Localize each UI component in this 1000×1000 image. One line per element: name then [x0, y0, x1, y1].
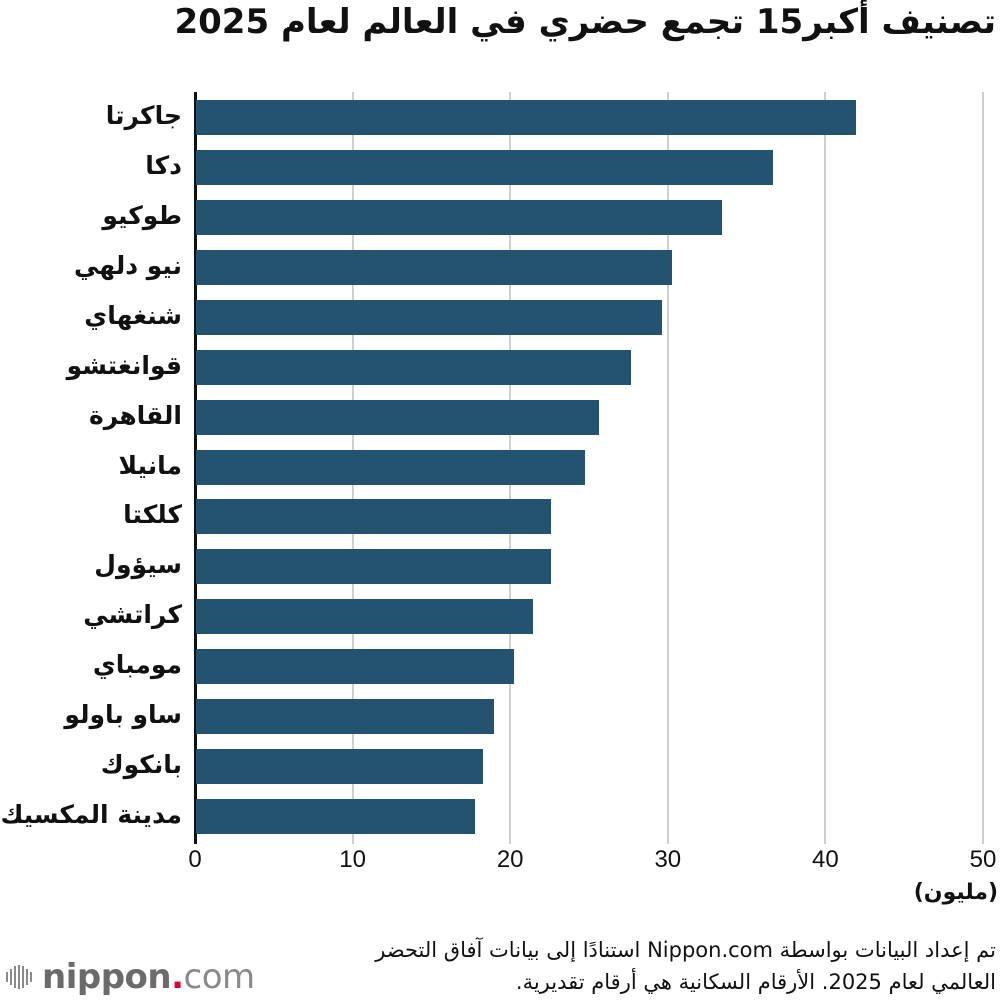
category-label: مدينة المكسيك	[0, 800, 182, 830]
logo-suffix: com	[183, 957, 256, 997]
bar	[196, 349, 631, 385]
chart-title: تصنيف أكبر15 تجمع حضري في العالم لعام 20…	[174, 2, 996, 42]
bar	[196, 499, 551, 535]
nippon-logo-icon	[6, 965, 32, 989]
bar	[196, 799, 475, 835]
nippon-logo: nippon.com	[6, 957, 255, 997]
x-tick-label: 10	[339, 846, 366, 873]
bar	[196, 299, 663, 335]
category-label: ساو باولو	[64, 700, 182, 730]
category-label: نيو دلهي	[74, 250, 182, 280]
gridline	[824, 92, 827, 844]
gridline	[982, 92, 984, 844]
category-label: قوانغتشو	[66, 350, 182, 380]
category-label: كلكتا	[123, 500, 182, 530]
source-note-line-1: تم إعداد البيانات بواسطة Nippon.com استن…	[375, 938, 996, 962]
logo-dot: .	[171, 957, 184, 997]
category-label: كراتشي	[83, 600, 182, 630]
bar	[196, 249, 672, 285]
bar	[196, 749, 483, 785]
source-note: تم إعداد البيانات بواسطة Nippon.com استن…	[276, 934, 996, 998]
bar	[196, 699, 494, 735]
bar	[196, 399, 600, 435]
bar	[196, 149, 773, 185]
x-tick-label: 20	[496, 846, 524, 873]
category-label: بانكوك	[100, 750, 182, 780]
gridline	[666, 92, 669, 844]
bar	[196, 649, 515, 685]
x-tick-label: 50	[969, 846, 997, 873]
x-axis-unit-label: (مليون)	[913, 880, 998, 905]
category-label: شنغهاي	[84, 300, 182, 330]
category-label: القاهرة	[89, 400, 182, 430]
category-label: مانيلا	[118, 450, 182, 480]
bar	[196, 449, 586, 485]
x-tick-label: 0	[188, 846, 202, 873]
x-tick-label: 30	[654, 846, 682, 873]
bar	[196, 199, 723, 235]
bar	[196, 100, 857, 135]
x-tick-label: 40	[812, 846, 839, 873]
bar	[196, 549, 551, 585]
category-label: سيؤول	[94, 550, 182, 580]
logo-wordmark: nippon.com	[42, 957, 255, 997]
category-label: طوكيو	[102, 200, 182, 230]
bar	[196, 599, 534, 635]
category-label: دكا	[145, 150, 182, 180]
y-axis-line	[194, 92, 197, 844]
category-label: مومباي	[92, 650, 182, 680]
logo-name: nippon	[42, 957, 172, 997]
source-note-line-2: العالمي لعام 2025. الأرقام السكانية هي أ…	[515, 970, 996, 994]
category-label: جاكرتا	[105, 101, 182, 130]
